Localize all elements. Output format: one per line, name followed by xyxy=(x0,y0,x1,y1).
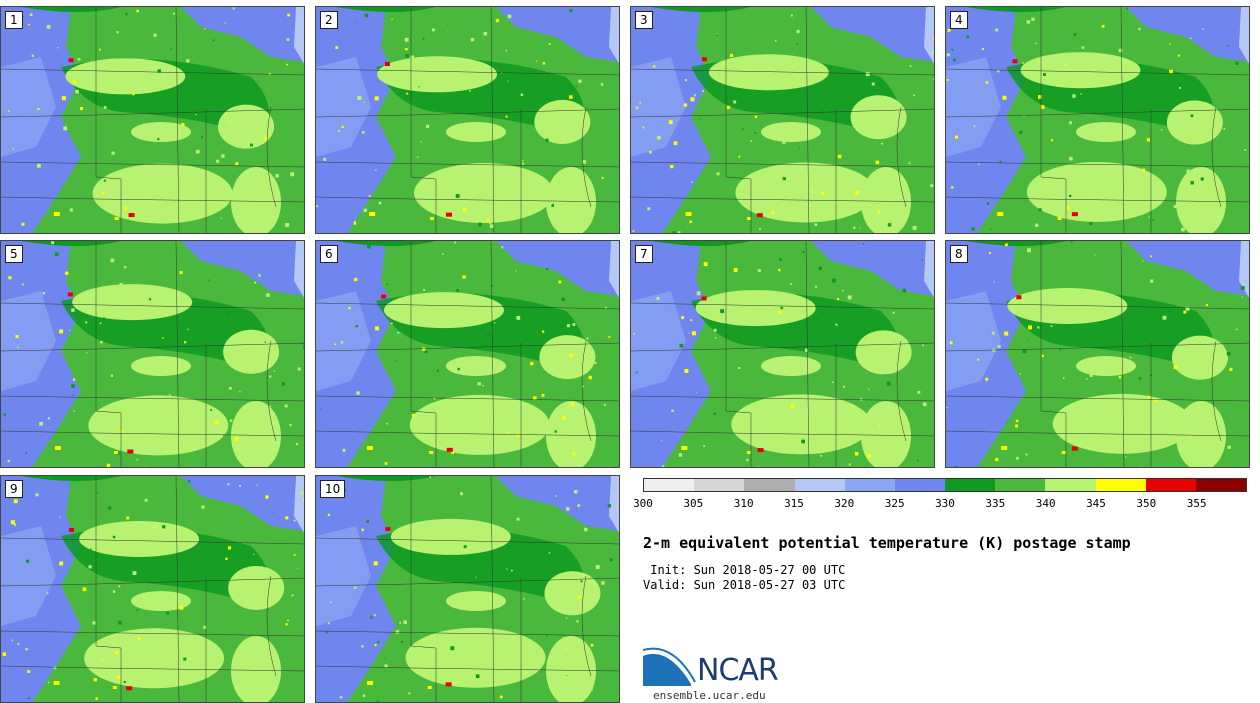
valid-time: Valid: Sun 2018-05-27 03 UTC xyxy=(643,578,846,592)
colorbar-tick-label: 350 xyxy=(1136,497,1157,510)
member-number: 4 xyxy=(950,11,968,29)
colorbar-segment xyxy=(644,479,695,491)
colorbar-segment xyxy=(1195,479,1247,491)
colorbar-tick-label: 345 xyxy=(1086,497,1106,510)
member-number: 10 xyxy=(320,480,346,498)
chart-title: 2-m equivalent potential temperature (K)… xyxy=(643,534,1131,552)
member-panel: 6 xyxy=(315,240,620,468)
colorbar-tick-label: 320 xyxy=(834,497,855,510)
member-panel: 9 xyxy=(0,475,305,703)
colorbar-segment xyxy=(744,479,795,491)
logo-text: NCAR xyxy=(697,653,779,688)
member-number: 1 xyxy=(5,11,23,29)
member-number: 5 xyxy=(5,245,23,263)
colorbar-segment xyxy=(794,479,845,491)
colorbar-tick-label: 325 xyxy=(884,497,905,510)
colorbar-tick-label: 355 xyxy=(1186,497,1207,510)
colorbar-tick-label: 330 xyxy=(935,497,955,510)
colorbar-tick-label: 335 xyxy=(985,497,1006,510)
colorbar-segment xyxy=(894,479,946,491)
init-time: Init: Sun 2018-05-27 00 UTC xyxy=(643,563,846,577)
colorbar-tick-label: 310 xyxy=(733,497,754,510)
colorbar-tick-label: 300 xyxy=(633,497,653,510)
member-panel: 3 xyxy=(630,6,935,234)
colorbar-tick-label: 340 xyxy=(1035,497,1056,510)
time-info: Init: Sun 2018-05-27 00 UTC Valid: Sun 20… xyxy=(643,563,845,593)
member-panel: 4 xyxy=(945,6,1250,234)
logo-url: ensemble.ucar.edu xyxy=(653,689,766,702)
member-panel: 7 xyxy=(630,240,935,468)
colorbar-segment xyxy=(995,479,1046,491)
member-number: 9 xyxy=(5,480,23,498)
ncar-logo xyxy=(643,647,696,686)
colorbar-segment xyxy=(945,479,996,491)
member-panel: 10 xyxy=(315,475,620,703)
member-panel: 8 xyxy=(945,240,1250,468)
member-number: 2 xyxy=(320,11,338,29)
colorbar-segment xyxy=(844,479,895,491)
member-panel: 5 xyxy=(0,240,305,468)
colorbar-segment xyxy=(694,479,745,491)
member-number: 3 xyxy=(635,11,653,29)
member-number: 8 xyxy=(950,245,968,263)
member-panel: 1 xyxy=(0,6,305,234)
colorbar-segment xyxy=(1095,479,1146,491)
colorbar-ticks: 300 305 310 315 320 325 330 335 340 345 350 355 xyxy=(633,497,1247,511)
colorbar-segment xyxy=(1045,479,1096,491)
colorbar-tick-label: 305 xyxy=(683,497,704,510)
member-panel: 2 xyxy=(315,6,620,234)
colorbar-tick-label: 315 xyxy=(784,497,804,510)
member-number: 6 xyxy=(320,245,338,263)
colorbar-segment xyxy=(1145,479,1196,491)
member-number: 7 xyxy=(635,245,653,263)
colorbar xyxy=(643,478,1247,492)
